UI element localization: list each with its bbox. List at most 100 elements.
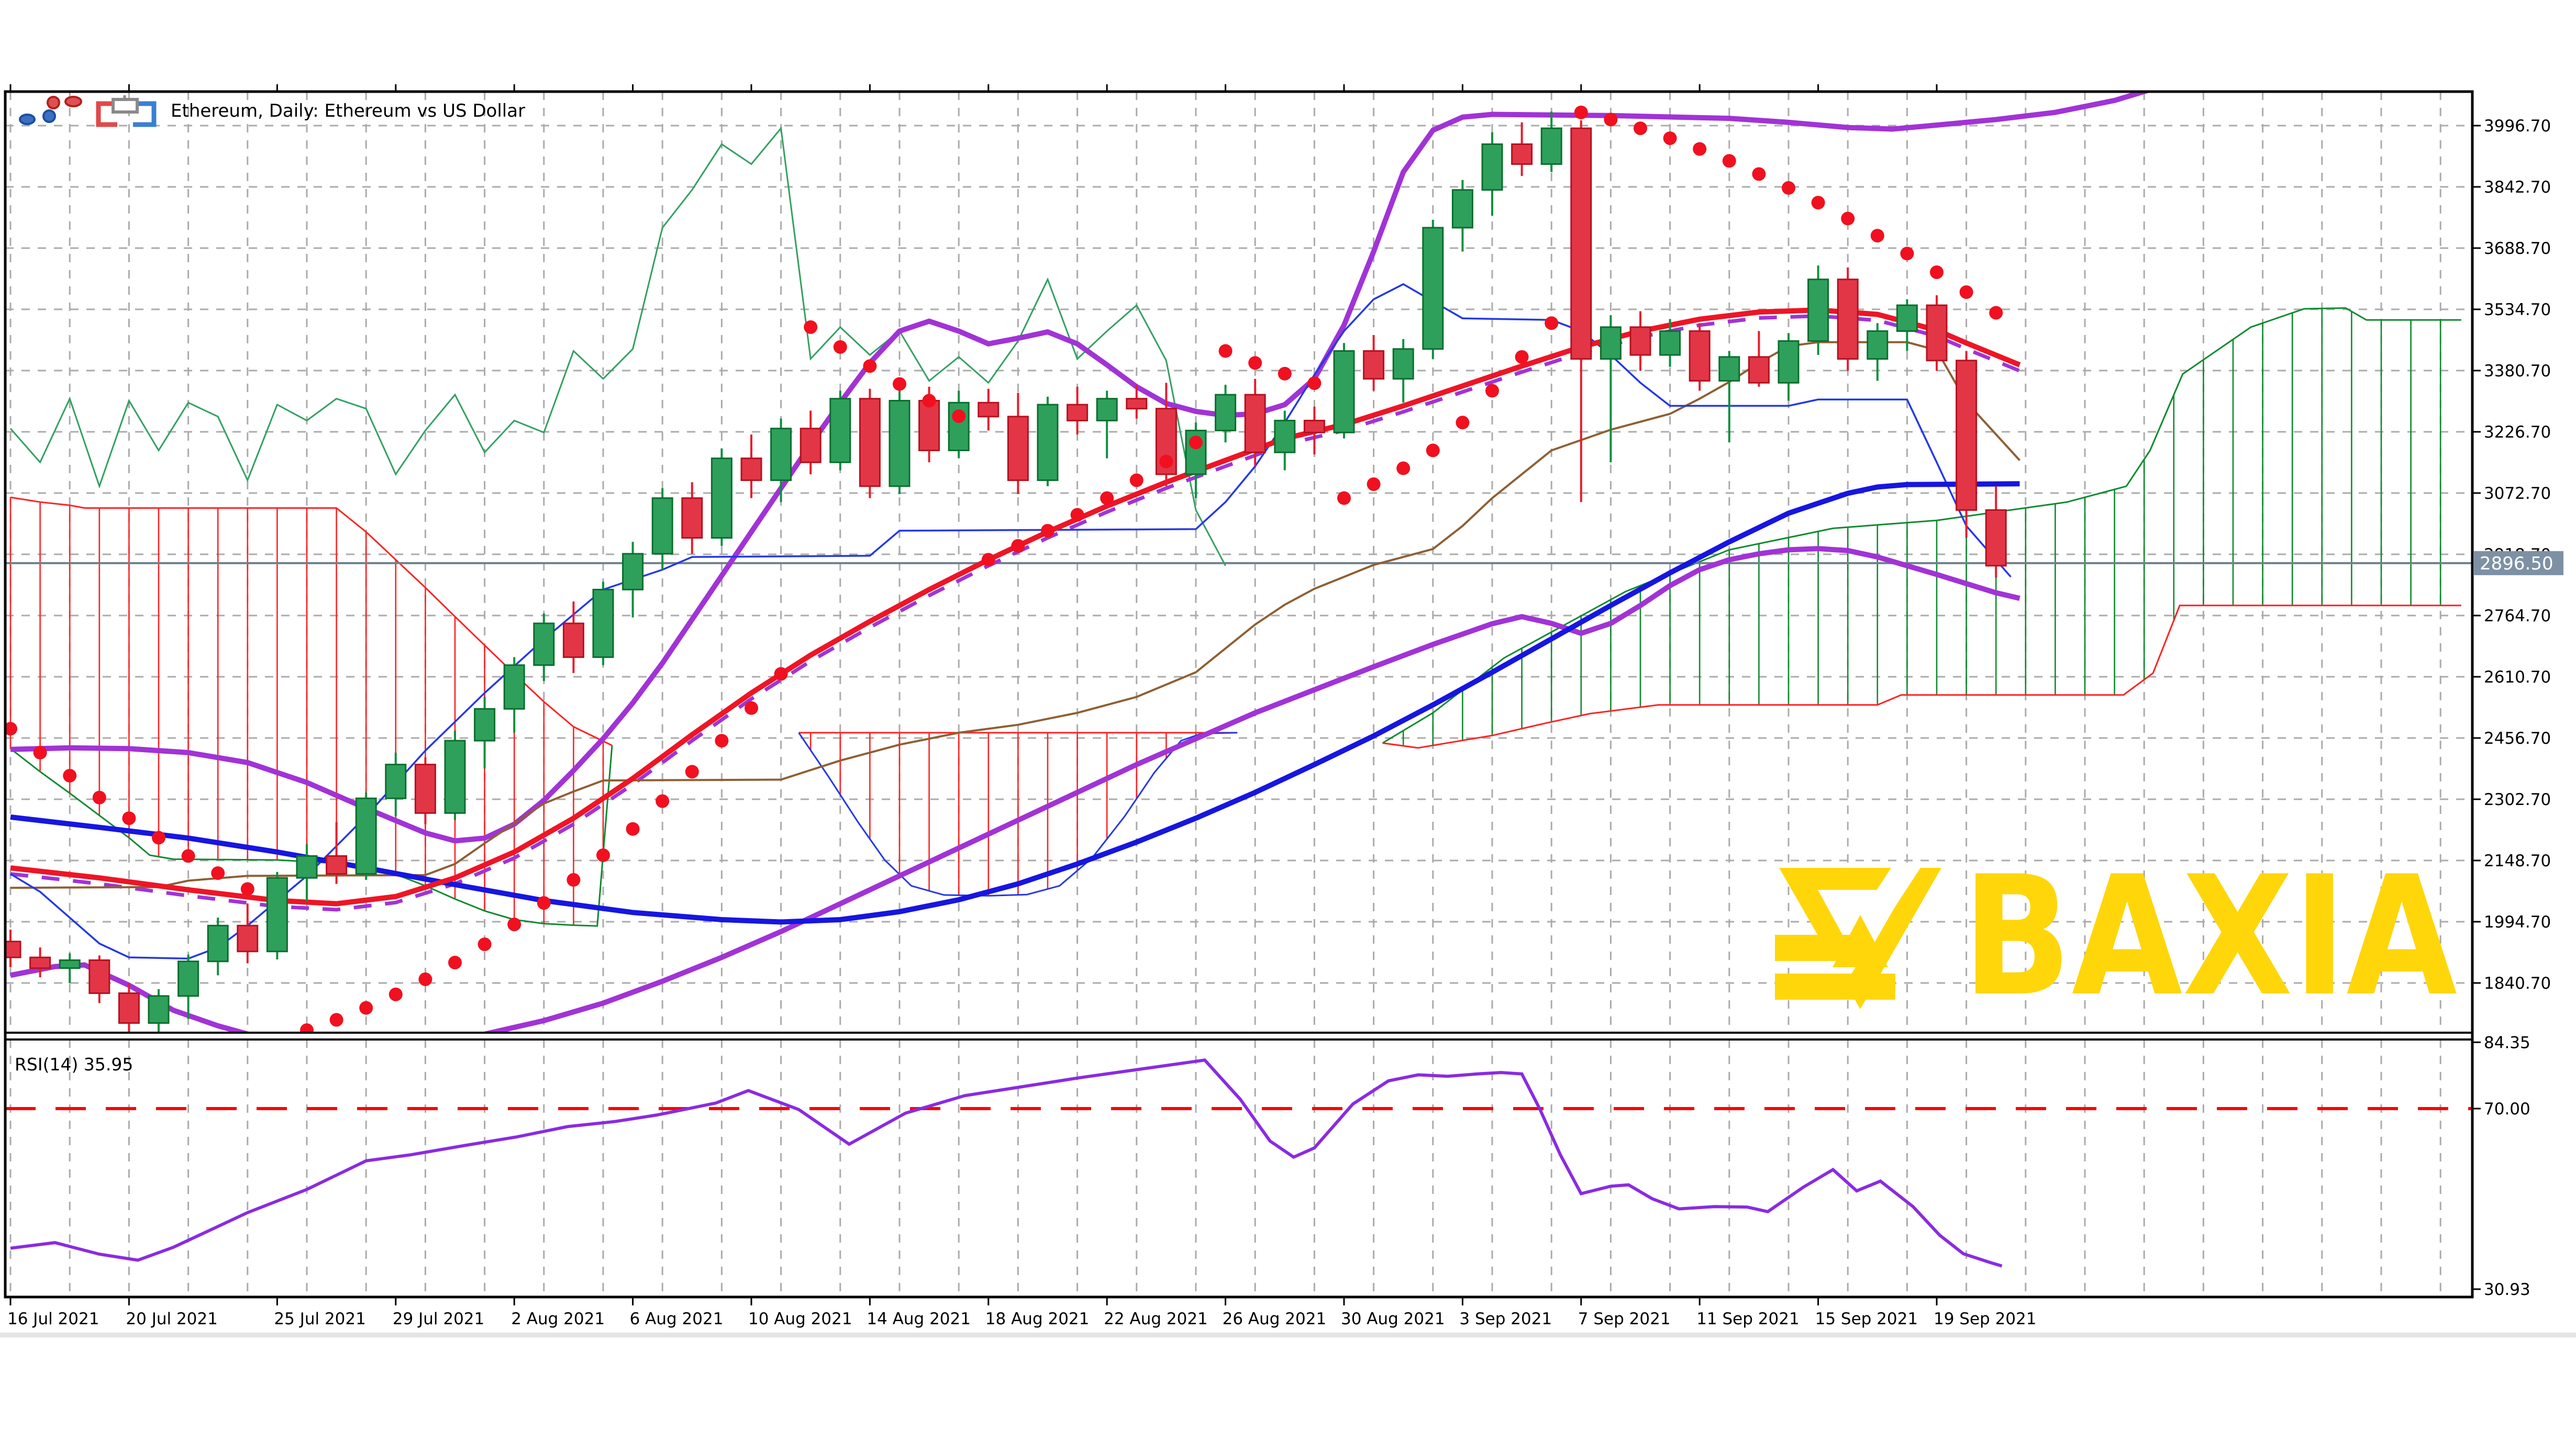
cloud-bottom-edge — [1382, 605, 2461, 749]
chart-plot-area[interactable] — [5, 92, 2472, 1033]
candle — [1511, 122, 1533, 176]
sar-dot — [1870, 229, 1884, 243]
candle-body — [710, 457, 732, 539]
price-tick-label: 2764.70 — [2484, 607, 2551, 625]
candle — [1778, 333, 1800, 401]
candle — [1215, 385, 1237, 443]
candle — [1867, 323, 1889, 381]
sar-dot — [329, 1013, 343, 1027]
rsi-tick-label: 84.35 — [2484, 1033, 2530, 1052]
candle-body — [1303, 419, 1325, 433]
ichimoku-cloud-red-mid — [798, 732, 1238, 897]
candle-body — [1807, 278, 1829, 342]
candle-body — [978, 401, 1000, 418]
candle — [740, 434, 762, 498]
candle-body — [1570, 127, 1592, 360]
date-tick-label: 19 Sep 2021 — [1934, 1310, 2036, 1328]
rsi-plot-area[interactable] — [5, 1040, 2472, 1297]
sar-dot — [804, 320, 818, 334]
candle — [800, 410, 821, 475]
candle-body — [1629, 326, 1651, 356]
candle-body — [859, 398, 881, 487]
sar-dot — [1248, 356, 1262, 370]
candle — [592, 582, 614, 665]
rsi-grid-layer — [9, 1040, 2441, 1297]
date-tick-label: 20 Jul 2021 — [126, 1310, 217, 1328]
sar-dot — [359, 1001, 373, 1015]
sar-dot — [1367, 477, 1381, 491]
current-price-badge: 2896.50 — [2473, 551, 2563, 575]
sar-dot — [152, 831, 165, 845]
sar-dot — [1545, 316, 1559, 330]
watermark-logo: BAXIA — [1775, 841, 2458, 1033]
candle — [59, 953, 81, 983]
candle-body — [562, 622, 584, 658]
sar-dot — [833, 340, 847, 354]
candle — [266, 871, 288, 959]
candle-body — [207, 924, 229, 963]
candle — [889, 390, 911, 495]
candle-body — [1126, 398, 1148, 410]
candle — [1600, 315, 1622, 463]
candle-body — [118, 992, 140, 1024]
sar-dot — [240, 882, 254, 896]
candle — [1185, 422, 1207, 498]
sar-dot — [478, 937, 492, 952]
candle-body — [1037, 404, 1059, 481]
candle-body — [503, 664, 525, 710]
candle-body — [800, 428, 821, 463]
candle-body — [1540, 127, 1562, 165]
sar-dot — [1426, 443, 1440, 457]
candle — [1570, 120, 1592, 502]
ma-thick-blue — [10, 481, 2020, 925]
sar-dot — [1011, 539, 1025, 553]
cloud-top-edge — [1382, 307, 2461, 744]
sar-dot — [774, 667, 788, 681]
candle — [1540, 111, 1562, 172]
candle-body — [1778, 340, 1800, 384]
sar-dot — [1218, 344, 1233, 358]
candle — [29, 947, 51, 978]
date-tick-label: 10 Aug 2021 — [748, 1310, 852, 1328]
candle-body — [533, 622, 555, 666]
date-tick-label: 22 Aug 2021 — [1104, 1310, 1208, 1328]
candle — [1718, 351, 1740, 443]
sar-dot — [418, 972, 432, 986]
candle-body — [1837, 278, 1859, 360]
sar-dot — [1693, 142, 1707, 156]
chart-frame — [4, 90, 2474, 1299]
candle — [770, 418, 792, 502]
date-tick-label: 30 Aug 2021 — [1341, 1310, 1445, 1328]
sar-dot — [1337, 491, 1351, 505]
price-tick-label: 3534.70 — [2484, 300, 2551, 319]
candle-body — [266, 877, 288, 953]
candle — [1007, 393, 1029, 495]
chart-title-row: Ethereum, Daily: Ethereum vs US Dollar — [16, 94, 525, 128]
sar-dot — [448, 956, 462, 970]
sar-dot — [181, 849, 195, 863]
candle — [533, 613, 555, 681]
candle — [326, 822, 348, 884]
date-tick-label: 2 Aug 2021 — [511, 1310, 605, 1328]
candle-body — [1244, 394, 1266, 453]
candle-body — [889, 400, 911, 487]
sar-dot — [1485, 384, 1499, 398]
candle-body — [1215, 394, 1237, 431]
candle — [1629, 311, 1651, 371]
candle-body — [148, 995, 170, 1024]
candle-body — [770, 428, 792, 481]
sar-dot — [1070, 508, 1084, 522]
candle-body — [1392, 348, 1414, 380]
candle — [859, 388, 881, 498]
candle-body — [5, 941, 21, 958]
date-tick-label: 15 Sep 2021 — [1815, 1310, 1918, 1328]
rsi-path — [10, 1058, 2003, 1268]
candle-body — [1689, 330, 1711, 382]
sar-dot — [1989, 306, 2003, 320]
price-tick-label: 3072.70 — [2484, 484, 2551, 503]
chart-title-text: Ethereum, Daily: Ethereum vs US Dollar — [171, 100, 526, 121]
candle — [1481, 132, 1503, 216]
rsi-line — [10, 1058, 2003, 1268]
